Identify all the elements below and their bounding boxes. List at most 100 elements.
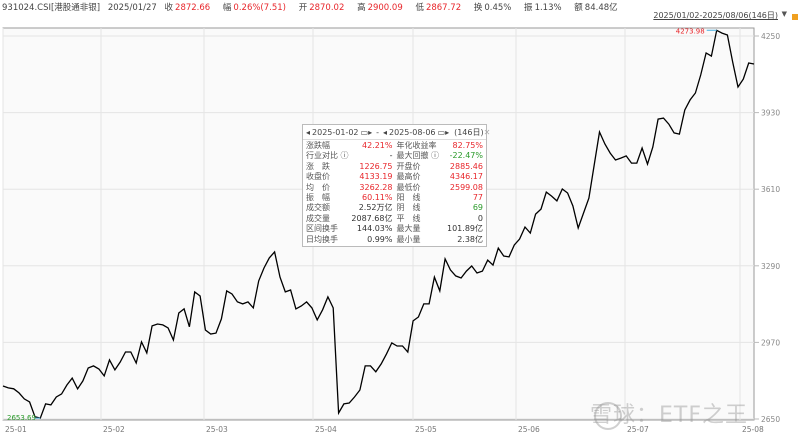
- x-tick-label: 25-04: [315, 425, 337, 434]
- prev-start-icon[interactable]: ◂: [306, 127, 311, 137]
- start-date[interactable]: 2025-01-02: [312, 127, 359, 137]
- stat-value: 4346.17: [449, 172, 483, 182]
- stats-row: 涨跌幅 42.21% 年化收益率 82.75%: [303, 141, 486, 151]
- y-tick-label: 4250: [761, 32, 780, 41]
- y-tick-label: 3290: [761, 262, 780, 271]
- stat-value: 1226.75: [359, 161, 393, 171]
- y-tick-label: 3610: [761, 185, 780, 194]
- watermark: 雪球：ETF之王: [590, 403, 748, 428]
- prev-end-icon[interactable]: ◂: [382, 127, 387, 137]
- days-count: (146日): [454, 127, 484, 137]
- range-stats-header: ◂ 2025-01-02 ▭ ▸ - ◂ 2025-08-06 ▭ ▸ (146…: [303, 125, 490, 140]
- stats-row: 收盘价 4133.19 最高价 4346.17: [303, 172, 486, 182]
- change-label: 幅: [222, 3, 232, 13]
- stat-value: 101.89亿: [447, 224, 483, 234]
- stat-label: 最低价: [396, 182, 421, 192]
- next-start-icon[interactable]: ▸: [368, 127, 373, 137]
- stat-value: 82.75%: [452, 141, 483, 150]
- stats-row: 行业对比 ⓘ - 最大回撤 ⓘ -22.47%: [303, 151, 486, 161]
- amplitude-field: 振 1.13%: [524, 3, 567, 13]
- close-label: 收: [164, 3, 174, 13]
- stats-row: 成交量 2087.68亿平 线 0: [303, 214, 486, 224]
- change-value: 0.26%(7.51): [233, 3, 286, 13]
- stat-label: 日均换手: [306, 234, 338, 244]
- stat-value: 2885.46: [449, 161, 483, 171]
- change-field: 幅 0.26%(7.51): [223, 3, 291, 13]
- price-line: [2, 29, 755, 419]
- next-end-icon[interactable]: ▸: [445, 127, 450, 137]
- high-value: 2900.09: [367, 3, 403, 13]
- calendar-icon[interactable]: ▭: [360, 127, 369, 137]
- stat-label: 最高价: [396, 172, 421, 182]
- high-field: 高 2900.09: [357, 3, 408, 13]
- stat-value: 4133.19: [359, 172, 393, 182]
- stats-row: 区间换手 144.03% 最大量 101.89亿: [303, 224, 486, 234]
- max-label: 4273.98: [676, 27, 705, 35]
- stat-label: 涨 跌: [306, 161, 330, 171]
- stat-label: 成交额: [306, 203, 330, 213]
- y-tick-label: 2970: [761, 338, 780, 347]
- min-label: 2653.69: [7, 414, 36, 422]
- end-date[interactable]: 2025-08-06: [389, 127, 436, 137]
- date-range-selector[interactable]: 2025/01/02-2025/08/06(146日): [653, 11, 778, 20]
- stat-label: 成交量: [306, 213, 330, 223]
- stats-row: 均 价 3262.28 最低价 2599.08: [303, 183, 486, 193]
- stat-value: 0: [477, 213, 483, 223]
- stat-value: 3262.28: [359, 182, 393, 192]
- stat-label: 行业对比 ⓘ: [306, 151, 349, 161]
- stat-value: -22.47%: [449, 151, 483, 161]
- stat-label: 区间换手: [306, 224, 338, 234]
- high-label: 高: [357, 3, 366, 13]
- stat-value: 144.03%: [356, 224, 393, 234]
- stat-value: 2.52万亿: [358, 203, 393, 213]
- turnover-label: 换: [473, 3, 483, 13]
- stat-value: -: [389, 151, 393, 161]
- close-icon[interactable]: ✕: [483, 127, 491, 137]
- range-stats-panel: ◂ 2025-01-02 ▭ ▸ - ◂ 2025-08-06 ▭ ▸ (146…: [302, 124, 490, 247]
- stats-row: 成交额 2.52万亿阴 线 69: [303, 203, 486, 213]
- stat-label: 最大量: [396, 224, 421, 234]
- stat-label: 振 幅: [306, 192, 330, 202]
- amount-value: 84.48亿: [584, 3, 618, 13]
- snowball-logo-icon: [594, 402, 622, 430]
- dropdown-arrow-icon[interactable]: ▼: [781, 10, 787, 18]
- x-tick-label: 25-03: [206, 425, 228, 434]
- x-tick-label: 25-01: [5, 425, 27, 434]
- stat-value: 0.99%: [367, 234, 393, 244]
- amount-label: 额: [574, 3, 583, 13]
- stat-label: 收盘价: [306, 172, 330, 182]
- stat-value: 42.21%: [361, 141, 393, 150]
- amplitude-value: 1.13%: [534, 3, 562, 13]
- quote-date: 2025/01/27: [107, 3, 157, 13]
- close-field: 收 2872.66: [165, 3, 216, 13]
- x-tick-label: 25-02: [103, 425, 125, 434]
- calendar-icon[interactable]: ▭: [437, 127, 446, 137]
- y-tick-label: 2650: [761, 415, 780, 424]
- stat-label: 均 价: [306, 182, 330, 192]
- index-code: 931024.CSI[港股通非银]: [2, 3, 101, 13]
- low-label: 低: [415, 3, 424, 13]
- low-value: 2867.72: [425, 3, 462, 13]
- close-value: 2872.66: [175, 3, 211, 13]
- stat-label: 最大回撤 ⓘ: [396, 151, 440, 161]
- low-field: 低 2867.72: [415, 3, 466, 13]
- stat-value: 2.38亿: [457, 234, 483, 244]
- stat-label: 开盘价: [396, 161, 421, 171]
- range-marker-icon: [792, 14, 798, 20]
- date-separator: -: [376, 127, 379, 137]
- stat-value: 60.11%: [361, 192, 393, 202]
- stat-value: 77: [472, 192, 483, 202]
- stat-value: 2599.08: [449, 182, 483, 192]
- stats-row: 涨 跌 1226.75 开盘价 2885.46: [303, 162, 486, 172]
- turnover-field: 换 0.45%: [474, 3, 517, 13]
- stats-row: 振 幅 60.11% 阳 线 77: [303, 193, 486, 203]
- turnover-value: 0.45%: [484, 3, 512, 13]
- amplitude-label: 振: [524, 3, 533, 13]
- stat-label: 阴 线: [396, 203, 421, 213]
- stat-label: 年化收益率: [396, 141, 437, 150]
- stat-label: 最小量: [396, 234, 421, 244]
- x-tick-label: 25-08: [742, 425, 764, 434]
- amount-field: 额 84.48亿: [574, 3, 622, 13]
- stats-row: 日均换手 0.99% 最小量 2.38亿: [303, 235, 486, 245]
